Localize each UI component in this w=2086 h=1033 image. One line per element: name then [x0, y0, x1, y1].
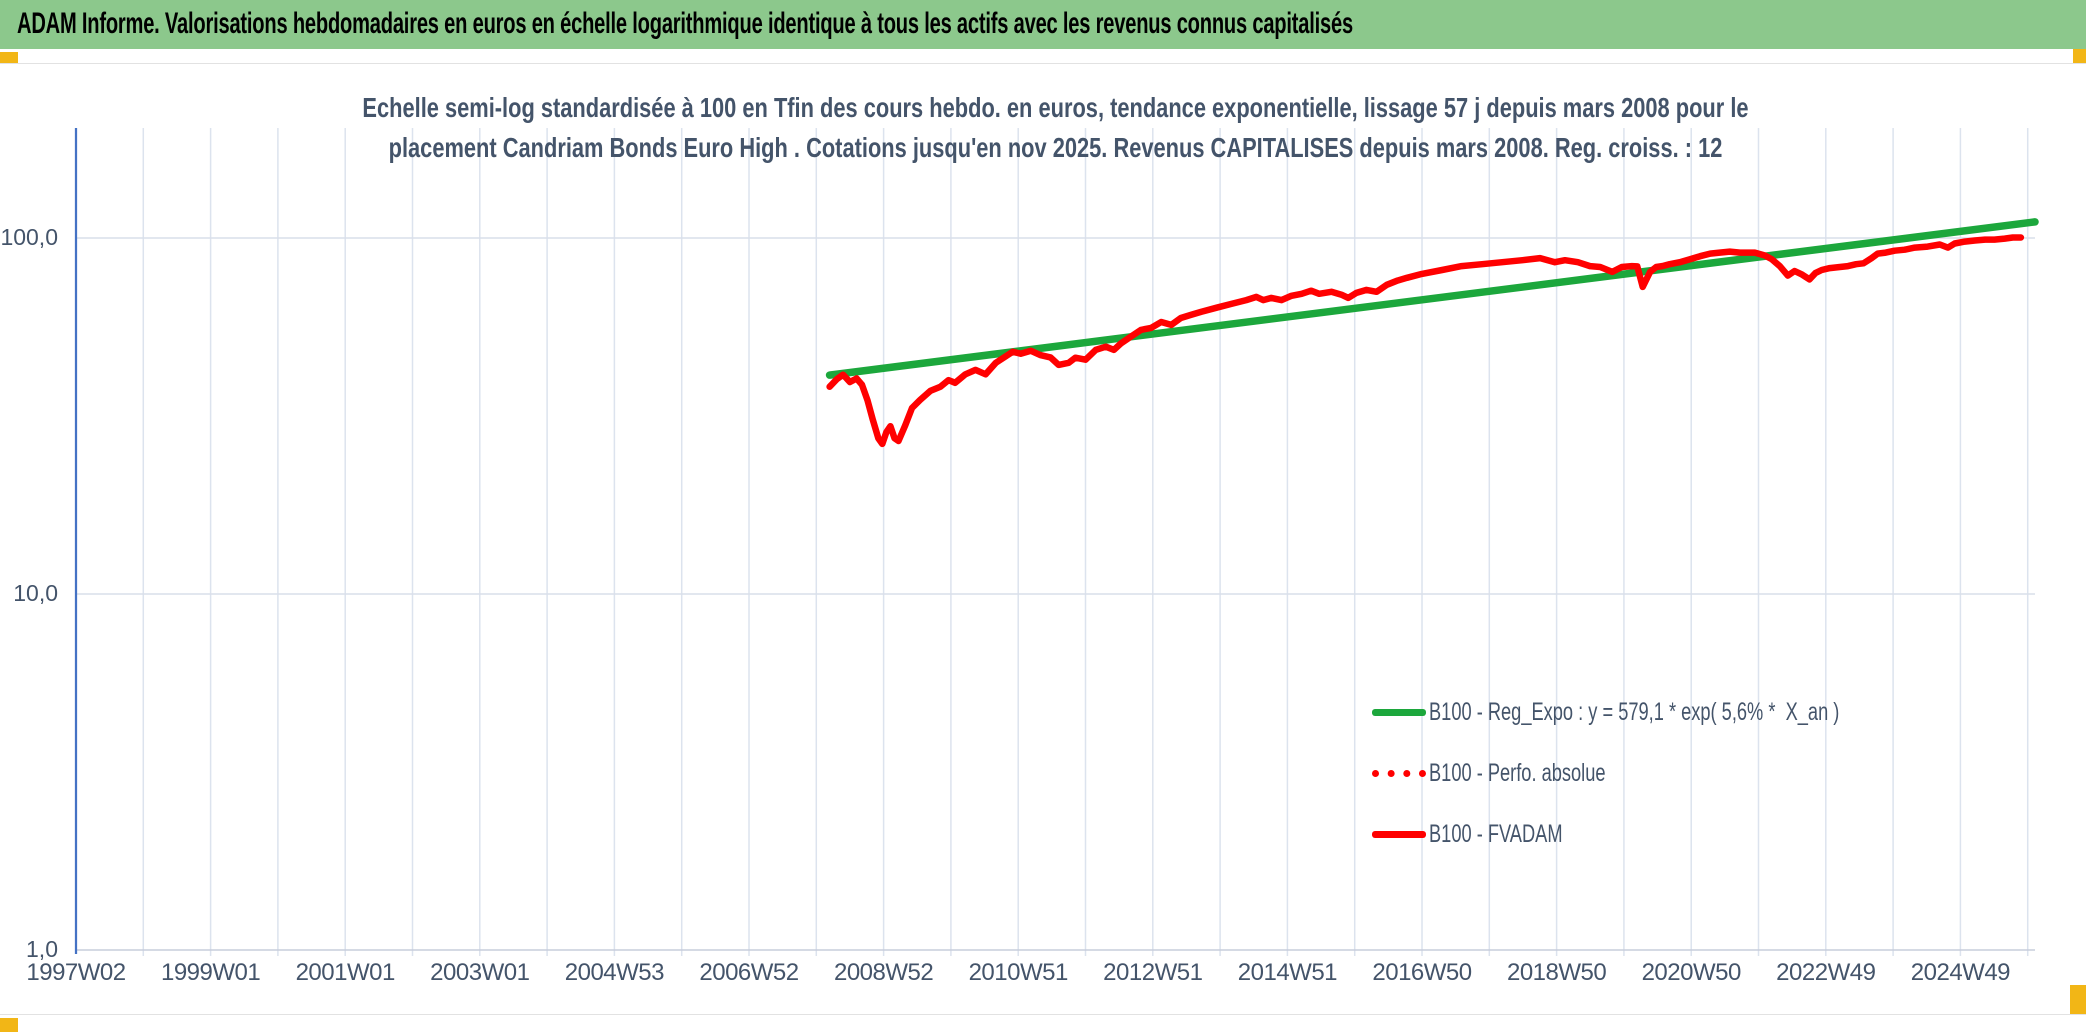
series-line-2	[826, 234, 2025, 448]
x-axis-tick-label: 2001W01	[295, 959, 396, 986]
page-title: ADAM Informe. Valorisations hebdomadaire…	[17, 7, 1353, 40]
x-axis-tick-label: 2003W01	[430, 959, 530, 986]
x-axis-tick-label: 2016W50	[1372, 959, 1472, 986]
x-axis-tick-label: 1999W01	[160, 959, 261, 986]
chart-title: Echelle semi-log standardisée à 100 en T…	[291, 88, 1819, 168]
x-axis-tick-label: 2022W49	[1776, 959, 1876, 986]
x-axis-tick-label: 2008W52	[833, 959, 934, 986]
chart-title-line2: placement Candriam Bonds Euro High . Cot…	[388, 132, 1723, 163]
title-bar: ADAM Informe. Valorisations hebdomadaire…	[0, 0, 2086, 49]
x-axis-tick-label: 1997W02	[26, 959, 126, 986]
corner-marker-top-right-icon	[2073, 49, 2086, 63]
chart-legend: B100 - Reg_Expo : y = 579,1 * exp( 5,6% …	[1372, 682, 1991, 865]
x-axis-tick-label: 2004W53	[564, 959, 665, 986]
legend-swatch-dotted-icon	[1372, 770, 1426, 777]
corner-marker-top-left-icon	[0, 52, 18, 63]
y-axis-tick-label: 10,0	[13, 580, 58, 606]
legend-label: B100 - Reg_Expo : y = 579,1 * exp( 5,6% …	[1429, 698, 1840, 726]
x-axis-tick-label: 2012W51	[1103, 959, 1203, 986]
chart-title-line1: Echelle semi-log standardisée à 100 en T…	[362, 92, 1749, 123]
x-axis-tick-label: 2020W50	[1641, 959, 1742, 986]
x-axis-tick-label: 2010W51	[968, 959, 1069, 986]
divider-top	[0, 63, 2086, 64]
y-axis-tick-label: 100,0	[0, 224, 58, 250]
legend-swatch-solid-icon	[1372, 831, 1426, 838]
x-axis-tick-label: 2006W52	[699, 959, 799, 986]
legend-label: B100 - Perfo. absolue	[1429, 759, 1606, 787]
x-axis-tick-label: 2014W51	[1237, 959, 1338, 986]
x-axis-tick-label: 2024W49	[1910, 959, 2011, 986]
y-axis-tick-label: 1,0	[26, 936, 58, 962]
x-axis-tick-label: 2018W50	[1506, 959, 1607, 986]
legend-item-1: B100 - Perfo. absolue	[1372, 743, 1991, 804]
divider-bottom	[0, 1014, 2086, 1015]
legend-item-2: B100 - FVADAM	[1372, 804, 1991, 865]
legend-item-0: B100 - Reg_Expo : y = 579,1 * exp( 5,6% …	[1372, 682, 1991, 743]
corner-marker-bottom-left-icon	[0, 1018, 18, 1032]
legend-swatch-solid-icon	[1372, 708, 1426, 717]
corner-marker-bottom-right-icon	[2070, 985, 2086, 1015]
legend-label: B100 - FVADAM	[1429, 820, 1563, 848]
